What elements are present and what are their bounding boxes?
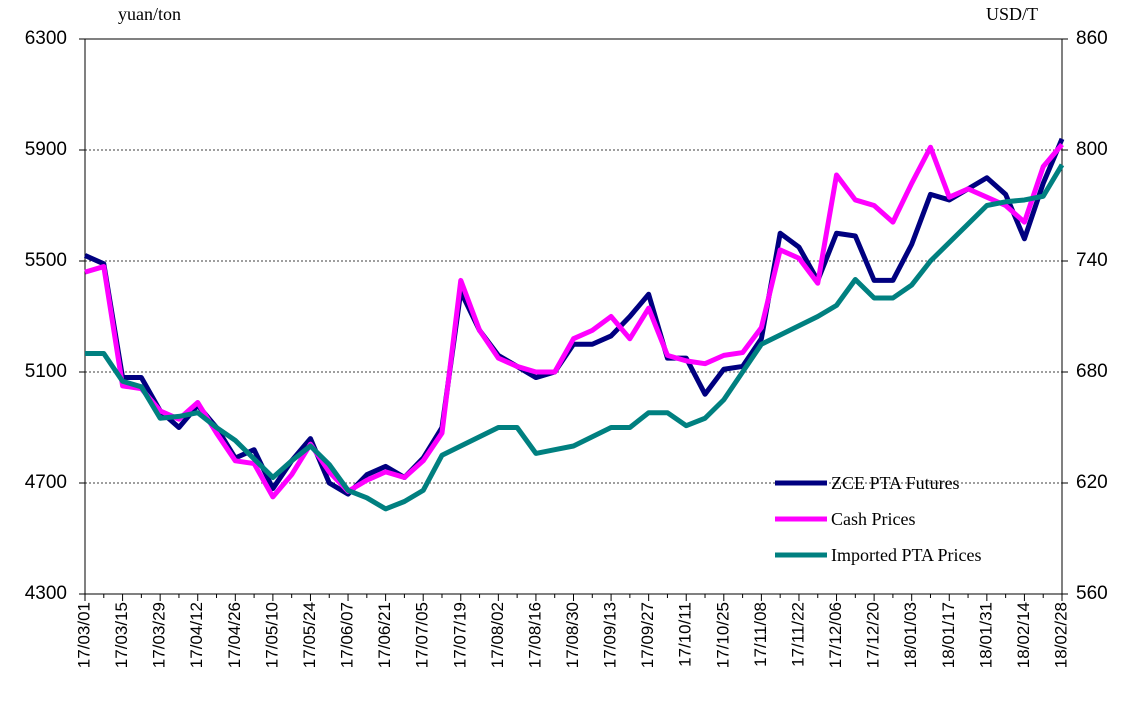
x-tick-label: 17/12/20 — [864, 602, 883, 668]
x-tick-label: 17/12/06 — [826, 602, 845, 668]
x-tick-label: 17/06/21 — [375, 602, 394, 668]
x-tick-label: 17/04/26 — [225, 602, 244, 668]
x-tick-label: 17/09/13 — [601, 602, 620, 668]
y-tick-label: 5900 — [25, 139, 67, 160]
y2-tick-label: 680 — [1076, 361, 1108, 382]
x-tick-label: 17/08/16 — [525, 602, 544, 668]
series-line — [84, 142, 1064, 500]
y2-tick-label: 860 — [1076, 28, 1108, 49]
y-tick-label: 5500 — [25, 250, 67, 271]
y2-tick-label: 620 — [1076, 472, 1108, 493]
x-tick-label: 18/02/14 — [1014, 602, 1033, 668]
x-tick-label: 17/03/15 — [112, 602, 131, 668]
x-tick-label: 17/04/12 — [187, 602, 206, 668]
series-line — [85, 163, 1065, 512]
x-tick-label: 17/03/29 — [150, 602, 169, 668]
x-tick-label: 17/10/25 — [713, 602, 732, 668]
y2-tick-label: 800 — [1076, 139, 1108, 160]
y-axis-label: yuan/ton — [118, 4, 181, 24]
x-tick-label: 18/01/17 — [939, 602, 958, 668]
y-tick-label: 4700 — [25, 472, 67, 493]
y2-tick-label: 740 — [1076, 250, 1108, 271]
x-tick-label: 17/11/22 — [788, 602, 807, 667]
x-tick-label: 18/01/03 — [901, 602, 920, 668]
y2-axis-label: USD/T — [986, 4, 1038, 24]
x-tick-label: 17/07/19 — [450, 602, 469, 668]
x-tick-label: 17/06/07 — [338, 602, 357, 668]
x-tick-label: 18/02/28 — [1051, 602, 1070, 668]
x-tick-label: 18/01/31 — [976, 602, 995, 668]
x-tick-label: 17/08/30 — [563, 602, 582, 668]
y2-tick-label: 560 — [1076, 583, 1108, 604]
y-tick-label: 6300 — [25, 28, 67, 49]
y-tick-label: 4300 — [25, 583, 67, 604]
x-tick-label: 17/05/24 — [300, 602, 319, 668]
legend-label: Imported PTA Prices — [831, 545, 982, 565]
legend-label: ZCE PTA Futures — [831, 473, 960, 493]
x-tick-label: 17/09/27 — [638, 602, 657, 668]
x-tick-label: 17/05/10 — [262, 602, 281, 668]
x-tick-label: 17/03/01 — [74, 602, 93, 668]
x-tick-label: 17/08/02 — [488, 602, 507, 668]
x-tick-label: 17/11/08 — [751, 602, 770, 667]
y-tick-label: 5100 — [25, 361, 67, 382]
x-tick-label: 17/10/11 — [676, 602, 695, 667]
legend-label: Cash Prices — [831, 509, 916, 529]
x-tick-label: 17/07/05 — [413, 602, 432, 668]
